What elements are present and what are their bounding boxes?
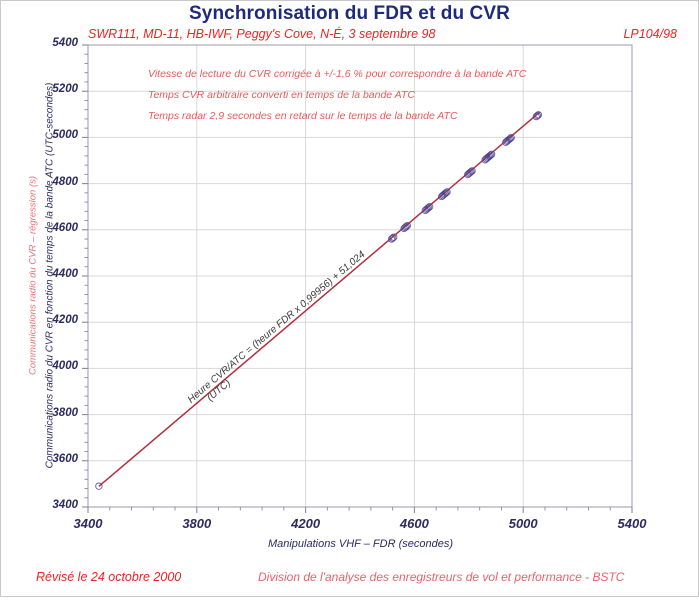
y-tick-label: 4200 [52, 314, 78, 327]
chart-note: Temps radar 2,9 secondes en retard sur l… [148, 110, 458, 122]
x-tick-label: 4200 [291, 516, 321, 531]
data-point [401, 223, 409, 232]
footer-revision: Révisé le 24 octobre 2000 [36, 570, 182, 584]
data-point [443, 188, 451, 196]
chart-subtitle: SWR111, MD-11, HB-IWF, Peggy's Cove, N-É… [88, 27, 436, 41]
y-tick-label: 4000 [52, 360, 78, 373]
data-point [485, 152, 494, 160]
y-tick-label: 5200 [52, 83, 78, 96]
x-tick-label: 5400 [617, 516, 647, 531]
report-number: LP104/98 [623, 27, 677, 41]
y-tick-label: 4600 [52, 221, 78, 234]
data-point [487, 150, 496, 158]
x-tick-label: 5000 [508, 516, 538, 531]
y-tick-label: 3800 [52, 406, 78, 419]
data-point [534, 111, 543, 119]
chart-note: Vitesse de lecture du CVR corrigée à +/-… [148, 68, 527, 80]
y-tick-label: 3600 [52, 452, 78, 465]
x-tick-label: 4600 [399, 516, 429, 531]
data-point [423, 204, 432, 213]
data-point [533, 112, 541, 120]
data-point [388, 234, 397, 242]
y-tick-label: 5000 [52, 129, 78, 142]
data-point [425, 203, 434, 211]
data-point [505, 135, 513, 144]
data-point [467, 168, 475, 176]
data-point [507, 133, 515, 142]
data-point [442, 189, 450, 197]
data-point [95, 482, 103, 490]
x-tick-label: 3400 [73, 516, 103, 531]
data-point [466, 169, 474, 177]
chart-note: Temps CVR arbitraire converti en temps d… [148, 89, 415, 101]
data-point [424, 203, 433, 212]
data-point [506, 134, 514, 143]
data-point [486, 151, 495, 159]
y-tick-label: 4400 [52, 268, 78, 280]
data-point [441, 190, 449, 198]
data-point [468, 167, 476, 175]
footer-division: Division de l'analyse des enregistreurs … [258, 570, 625, 584]
data-point [390, 233, 398, 241]
x-axis-label: Manipulations VHF – FDR (secondes) [267, 538, 454, 550]
y-tick-label: 3400 [52, 499, 78, 511]
y-tick-label: 5400 [52, 37, 78, 49]
data-point [532, 112, 540, 121]
x-tick-label: 3800 [182, 516, 212, 531]
data-point [403, 221, 411, 230]
data-point [387, 235, 396, 243]
y-tick-label: 4800 [52, 175, 78, 188]
data-point [402, 222, 410, 231]
page-title: Synchronisation du FDR et du CVR [189, 3, 510, 24]
